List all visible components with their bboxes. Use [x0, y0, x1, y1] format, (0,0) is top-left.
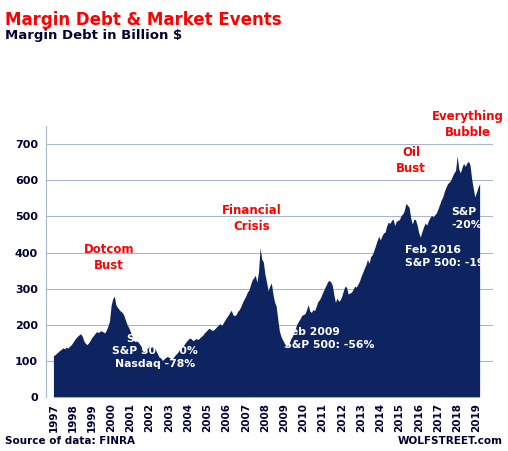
Text: Sep 2002
S&P 500 -50%
Nasdaq -78%: Sep 2002 S&P 500 -50% Nasdaq -78%	[112, 334, 198, 368]
Text: S&P
-20%: S&P -20%	[452, 207, 482, 230]
Text: Everything
Bubble: Everything Bubble	[432, 110, 504, 139]
Text: Feb 2009
S&P 500: -56%: Feb 2009 S&P 500: -56%	[284, 327, 374, 350]
Text: Feb 2016
S&P 500: -19%: Feb 2016 S&P 500: -19%	[405, 245, 496, 268]
Text: Financial
Crisis: Financial Crisis	[221, 204, 281, 233]
Text: Margin Debt & Market Events: Margin Debt & Market Events	[5, 11, 282, 29]
Text: WOLFSTREET.com: WOLFSTREET.com	[398, 437, 503, 446]
Text: Source of data: FINRA: Source of data: FINRA	[5, 437, 135, 446]
Text: Dotcom
Bust: Dotcom Bust	[84, 244, 135, 272]
Text: Margin Debt in Billion $: Margin Debt in Billion $	[5, 29, 182, 42]
Text: Oil
Bust: Oil Bust	[396, 146, 426, 175]
